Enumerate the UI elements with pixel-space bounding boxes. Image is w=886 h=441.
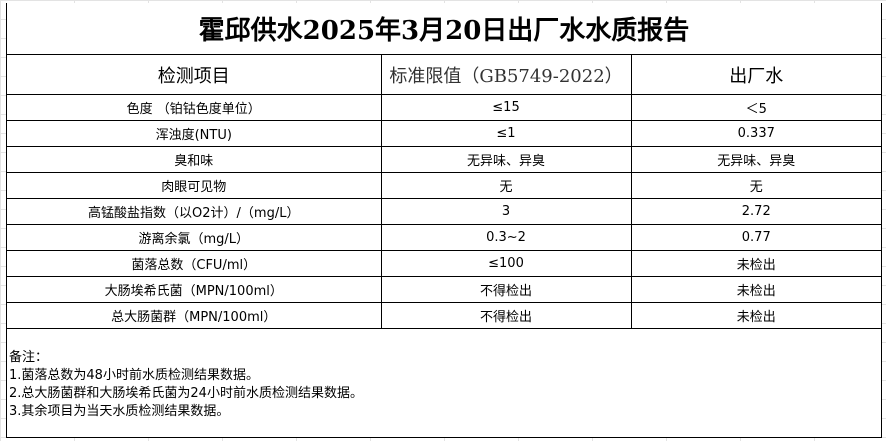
quality-table: 检测项目 标准限值（GB5749-2022） 出厂水 色度 （铂钴色度单位） ≤1… [7,55,881,329]
notes: 备注： 1.菌落总数为48小时前水质检测结果数据。 2.总大肠菌群和大肠埃希氏菌… [9,349,363,421]
table-row: 高锰酸盐指数（以O2计）/（mg/L） 3 2.72 [7,198,881,225]
item-name: 菌落总数（CFU/ml） [7,250,382,277]
standard-limit: 无 [380,172,632,199]
table-header: 检测项目 标准限值（GB5749-2022） 出厂水 [7,55,881,95]
standard-limit: 0.3~2 [380,224,632,251]
result-value: 未检出 [630,250,881,277]
table-row: 大肠埃希氏菌（MPN/100ml） 不得检出 未检出 [7,276,881,303]
result-value: 2.72 [630,198,881,225]
result-value: 无异味、异臭 [630,146,881,173]
table-row: 浑浊度(NTU) ≤1 0.337 [7,120,881,147]
standard-limit: ≤15 [380,94,632,121]
item-name: 游离余氯（mg/L） [7,224,382,251]
table-row: 游离余氯（mg/L） 0.3~2 0.77 [7,224,881,251]
water-quality-report: 霍邱供水2025年3月20日出厂水水质报告 检测项目 标准限值（GB5749-2… [6,3,882,438]
result-value: 无 [630,172,881,199]
item-name: 高锰酸盐指数（以O2计）/（mg/L） [7,198,382,225]
item-name: 浑浊度(NTU) [7,120,382,147]
standard-limit: 不得检出 [380,302,632,329]
standard-limit: ≤100 [380,250,632,277]
table-row: 臭和味 无异味、异臭 无异味、异臭 [7,146,881,173]
result-value: 0.77 [630,224,881,251]
note-item: 2.总大肠菌群和大肠埃希氏菌为24小时前水质检测结果数据。 [9,386,363,401]
item-name: 大肠埃希氏菌（MPN/100ml） [7,276,382,303]
notes-heading: 备注： [9,350,49,365]
item-name: 色度 （铂钴色度单位） [7,94,382,121]
header-item: 检测项目 [7,55,382,95]
standard-limit: 不得检出 [380,276,632,303]
item-name: 总大肠菌群（MPN/100ml） [7,302,382,329]
table-row: 菌落总数（CFU/ml） ≤100 未检出 [7,250,881,277]
result-value: 0.337 [630,120,881,147]
result-value: 未检出 [630,302,881,329]
report-title: 霍邱供水2025年3月20日出厂水水质报告 [7,3,881,55]
item-name: 臭和味 [7,146,382,173]
note-item: 1.菌落总数为48小时前水质检测结果数据。 [9,368,259,383]
standard-limit: 无异味、异臭 [380,146,632,173]
table-row: 色度 （铂钴色度单位） ≤15 ＜5 [7,94,881,121]
table-row: 肉眼可见物无无 [7,172,881,199]
header-result: 出厂水 [630,55,881,95]
result-value: 未检出 [630,276,881,303]
header-standard: 标准限值（GB5749-2022） [380,55,632,95]
item-name: 肉眼可见物 [7,172,382,199]
result-value: ＜5 [630,94,881,121]
standard-limit: ≤1 [380,120,632,147]
note-item: 3.其余项目为当天水质检测结果数据。 [9,404,230,419]
standard-limit: 3 [380,198,632,225]
table-row: 总大肠菌群（MPN/100ml） 不得检出 未检出 [7,302,881,329]
